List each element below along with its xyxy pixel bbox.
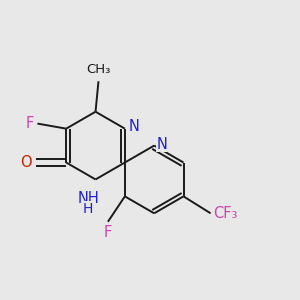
Text: CH₃: CH₃ bbox=[86, 63, 111, 76]
Text: N: N bbox=[157, 136, 168, 152]
Text: H: H bbox=[83, 202, 93, 215]
Text: F: F bbox=[26, 116, 34, 131]
Text: O: O bbox=[20, 155, 31, 170]
Text: F: F bbox=[104, 225, 112, 240]
Text: N: N bbox=[128, 119, 139, 134]
Text: NH: NH bbox=[77, 191, 99, 206]
Text: CF₃: CF₃ bbox=[214, 206, 238, 221]
